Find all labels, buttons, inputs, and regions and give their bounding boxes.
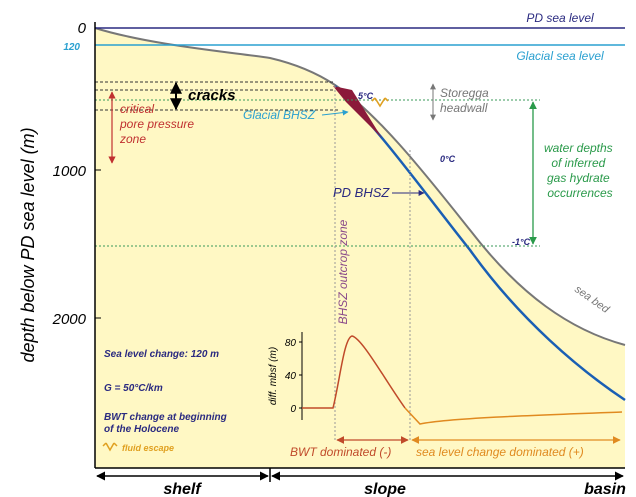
zone-label: slope <box>364 481 406 497</box>
glacial-sea-level-label: Glacial sea level <box>516 49 604 63</box>
critical-label: critical pore pressure zone <box>119 102 197 146</box>
hydrate-line: water depths <box>544 141 613 155</box>
pd-sea-level-label: PD sea level <box>526 11 594 25</box>
hydrate-line: occurrences <box>547 186 612 200</box>
inset-tick: 80 <box>285 338 297 349</box>
guides <box>95 81 540 440</box>
y-axis-label: depth below PD sea level (m) <box>18 127 38 362</box>
inset-label: diff. mbsf (m) <box>268 347 279 405</box>
temp-m1: -1°C <box>512 237 531 247</box>
sea-level-regime: sea level change dominated (+) <box>416 445 584 459</box>
legend-text: of the Holocene <box>104 424 179 435</box>
legend-text: BWT change at beginning <box>104 412 227 423</box>
glacial-bhsz-label: Glacial BHSZ <box>243 108 316 122</box>
pd-bhsz-label: PD BHSZ <box>333 185 390 200</box>
temp-0: 0°C <box>440 154 456 164</box>
cracks-label: cracks <box>188 87 236 104</box>
temp-5: 5°C <box>358 91 374 101</box>
legend-text: fluid escape <box>122 443 174 453</box>
legend-text: G = 50°C/km <box>104 383 163 394</box>
legend: Sea level change: 120 m G = 50°C/km BWT … <box>102 349 227 453</box>
hydrate-wedge <box>333 86 382 138</box>
seabed-label: sea bed <box>572 283 612 316</box>
zone-label: basin <box>584 481 626 497</box>
inset: 80 40 0 diff. mbsf (m) <box>268 332 623 425</box>
hydrate-line: gas hydrate <box>547 171 610 185</box>
sediment <box>95 28 625 468</box>
glacial-offset: 120 <box>63 42 80 53</box>
storegga-label: Storegga headwall <box>440 86 492 115</box>
critical-line: zone <box>119 132 146 146</box>
inset-tick: 0 <box>290 404 296 415</box>
storegga-line: headwall <box>440 101 488 115</box>
y-tick-label: 2000 <box>52 311 87 328</box>
outcrop-label: BHSZ outcrop zone <box>336 219 350 324</box>
bwt-regime: BWT dominated (-) <box>290 445 391 459</box>
hydrate-line: of inferred <box>551 156 605 170</box>
y-tick-label: 0 <box>78 20 87 37</box>
storegga-line: Storegga <box>440 86 489 100</box>
y-tick-label: 1000 <box>53 163 87 180</box>
critical-line: pore pressure <box>119 117 194 131</box>
zone-label: shelf <box>163 481 202 497</box>
glacial-bhsz-arrow <box>321 109 349 116</box>
critical-line: critical <box>120 102 154 116</box>
fluid-icon <box>371 97 389 108</box>
hydrate-label: water depths of inferred gas hydrate occ… <box>544 141 616 200</box>
legend-text: Sea level change: 120 m <box>104 349 219 360</box>
y-ticks <box>95 169 101 319</box>
inset-tick: 40 <box>285 371 297 382</box>
